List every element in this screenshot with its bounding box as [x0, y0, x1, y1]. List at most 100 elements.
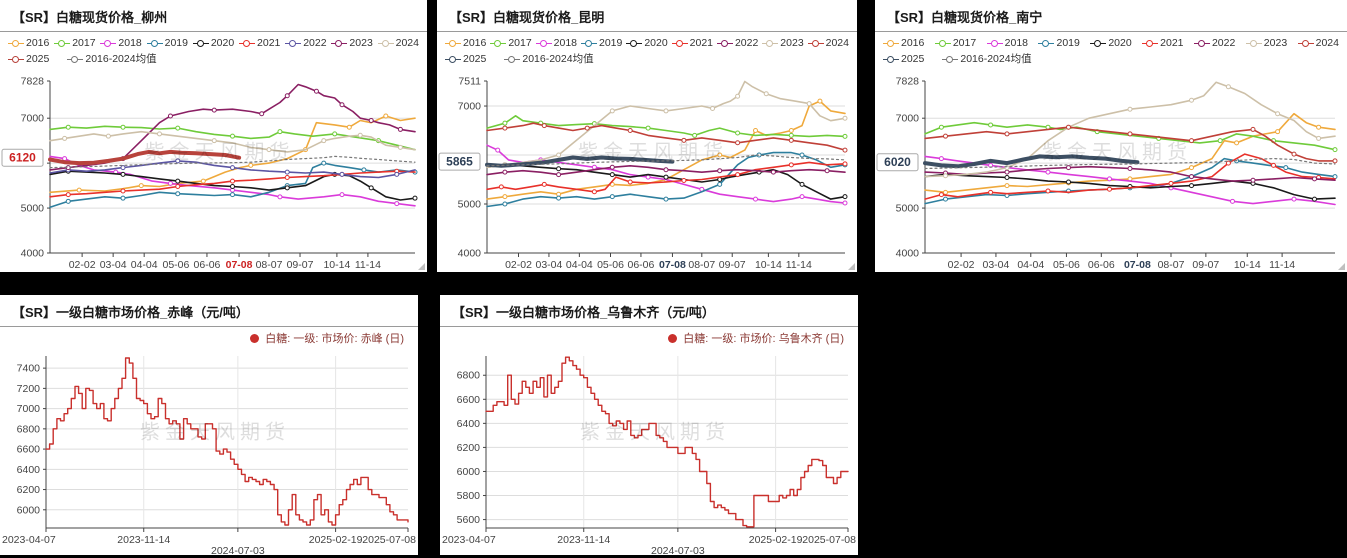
legend-item-2022[interactable]: 2022: [285, 36, 327, 51]
legend-item-2024[interactable]: 2024: [377, 36, 419, 51]
plot-canvas[interactable]: 7828 7000 5000 4000 02-02 03-04 04-04 05-06 06-0…: [875, 69, 1347, 275]
series-2019[interactable]: [486, 151, 848, 208]
svg-text:4000: 4000: [21, 248, 45, 260]
legend-item-2016[interactable]: 2016: [883, 36, 924, 51]
legend-label: 2024: [395, 37, 419, 49]
card-header: 【SR】白糖现货价格_南宁: [875, 0, 1347, 32]
legend-item-2020[interactable]: 2020: [192, 36, 234, 51]
series-2016-2024均值[interactable]: [49, 155, 416, 169]
svg-text:11-14: 11-14: [1269, 259, 1295, 271]
legend-swatch-icon: [1297, 39, 1314, 48]
series-2024[interactable]: [486, 122, 848, 153]
svg-text:2024-07-03: 2024-07-03: [211, 545, 265, 557]
plot-canvas[interactable]: 7828700060005000400002-0203-0404-0405-06…: [0, 69, 427, 275]
legend-label: 2019: [598, 37, 623, 49]
legend-item-2019[interactable]: 2019: [146, 36, 188, 51]
chart-card-nanning: 【SR】白糖现货价格_南宁 2016 2017 2018 2019 2020 2021 20…: [875, 0, 1347, 272]
svg-text:10-14: 10-14: [755, 259, 782, 271]
legend: 2016 2017 2018 2019 2020 2021 2022 2023 2024 2025…: [437, 32, 857, 69]
legend-item-2018[interactable]: 2018: [100, 36, 142, 51]
legend-item-2019[interactable]: 2019: [1038, 36, 1080, 51]
series-2021[interactable]: [924, 153, 1336, 200]
card-header: 【SR】白糖现货价格_柳州: [0, 0, 427, 32]
series-白糖: 一级: 市场价: 赤峰 (日)[interactable]: [45, 357, 409, 526]
legend-item-2024[interactable]: 2024: [1297, 36, 1339, 51]
legend-item-2023[interactable]: 2023: [762, 36, 804, 51]
svg-text:4000: 4000: [458, 248, 482, 260]
series-2019[interactable]: [49, 160, 418, 208]
legend-label: 2016: [26, 37, 50, 49]
legend-item-2016[interactable]: 2016: [8, 36, 49, 51]
legend-item-2016[interactable]: 2016: [445, 36, 486, 51]
svg-text:2025-02-19: 2025-02-19: [749, 534, 803, 546]
series-2016-2024均值[interactable]: [486, 154, 846, 167]
resize-handle-icon[interactable]: [1338, 263, 1345, 270]
series-2017[interactable]: [924, 121, 1338, 153]
series-2016[interactable]: [924, 112, 1336, 195]
legend-item-2016-2024均值[interactable]: 2016-2024均值: [942, 52, 1032, 67]
chart-card-urumqi: 【SR】一级白糖市场价格_乌鲁木齐（元/吨） 白糖: 一级: 市场价: 乌鲁木齐…: [440, 295, 858, 558]
x-axis-labels: 02-02 03-04 04-04 05-06 06-06 07-08 08-07 09-07…: [505, 253, 812, 271]
legend-item-2017[interactable]: 2017: [54, 36, 96, 51]
legend-item-2016-2024均值[interactable]: 2016-2024均值: [67, 52, 157, 67]
resize-handle-icon[interactable]: [418, 263, 425, 270]
legend-item-urumqi[interactable]: 白糖: 一级: 市场价: 乌鲁木齐 (日): [668, 330, 844, 346]
svg-text:7000: 7000: [896, 113, 920, 125]
legend-item-2018[interactable]: 2018: [535, 36, 577, 51]
legend-label: 2022: [734, 37, 759, 49]
series-2021[interactable]: [49, 168, 416, 198]
legend-swatch-icon: [1090, 39, 1107, 48]
plot-canvas[interactable]: 7400 7200 7000 6800 6600 6400 6200 6000 2023-04-…: [0, 346, 418, 558]
legend-item-2025[interactable]: 2025: [883, 52, 924, 67]
legend-item-2022[interactable]: 2022: [716, 36, 759, 51]
legend-item-2021[interactable]: 2021: [1142, 36, 1184, 51]
legend-item-2016-2024均值[interactable]: 2016-2024均值: [504, 52, 594, 67]
resize-handle-icon[interactable]: [848, 263, 855, 270]
legend-item-2021[interactable]: 2021: [671, 36, 713, 51]
series-2017[interactable]: [486, 115, 848, 139]
legend-swatch-icon: [146, 39, 163, 48]
legend-item-chifeng[interactable]: 白糖: 一级: 市场价: 赤峰 (日): [250, 330, 404, 346]
legend-item-2022[interactable]: 2022: [1193, 36, 1235, 51]
svg-text:5000: 5000: [21, 203, 45, 215]
series-dot-icon: [668, 333, 678, 343]
legend-item-2024[interactable]: 2024: [807, 36, 849, 51]
series-2025[interactable]: [923, 154, 1140, 169]
series-2021[interactable]: [486, 161, 848, 195]
current-value-badge: 5865: [438, 152, 481, 171]
current-value-badge: 6120: [1, 148, 44, 167]
legend-item-2021[interactable]: 2021: [239, 36, 280, 51]
series-2025[interactable]: [48, 149, 242, 166]
series-2022[interactable]: [486, 164, 846, 178]
x-axis-labels: 2023-04-07 2023-11-14 2024-07-03 2025-02-19…: [442, 528, 856, 557]
series-2024[interactable]: [49, 130, 416, 153]
svg-text:2023-04-07: 2023-04-07: [442, 534, 496, 546]
legend-item-2017[interactable]: 2017: [490, 36, 532, 51]
series-白糖: 一级: 市场价: 乌鲁木齐 (日)[interactable]: [485, 356, 849, 528]
series-2024[interactable]: [924, 124, 1338, 164]
series-2016[interactable]: [49, 113, 416, 194]
series-2016[interactable]: [486, 98, 846, 200]
legend-item-2018[interactable]: 2018: [986, 36, 1028, 51]
legend-item-2025[interactable]: 2025: [8, 52, 49, 67]
series-2020[interactable]: [49, 168, 418, 201]
chart-title: 【SR】一级白糖市场价格_赤峰（元/吨）: [12, 305, 249, 320]
svg-text:07-08: 07-08: [226, 259, 253, 271]
legend-item-2025[interactable]: 2025: [445, 52, 486, 67]
svg-text:6800: 6800: [17, 423, 41, 435]
legend-item-2019[interactable]: 2019: [580, 36, 623, 51]
legend-item-2020[interactable]: 2020: [626, 36, 668, 51]
legend-label: 2017: [72, 37, 96, 49]
legend-swatch-icon: [762, 39, 779, 48]
svg-text:08-07: 08-07: [1158, 259, 1185, 271]
legend-item-2023[interactable]: 2023: [1245, 36, 1287, 51]
plot-canvas[interactable]: 7511 7000 5000 4000 02-02 03-04 04-04 05-06 06-0…: [437, 69, 857, 275]
legend-label: 2016-2024均值: [85, 53, 157, 65]
legend-item-2023[interactable]: 2023: [331, 36, 373, 51]
legend-item-2020[interactable]: 2020: [1090, 36, 1132, 51]
svg-text:2023-11-14: 2023-11-14: [557, 534, 610, 546]
gridlines: [50, 117, 415, 209]
series-2016-2024均值[interactable]: [924, 158, 1336, 170]
legend-item-2017[interactable]: 2017: [934, 36, 976, 51]
